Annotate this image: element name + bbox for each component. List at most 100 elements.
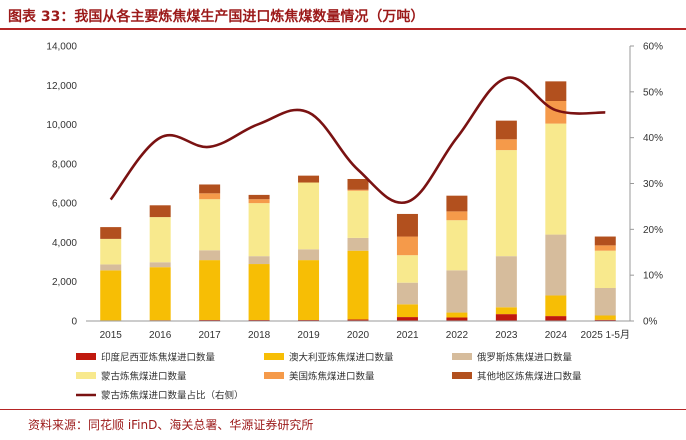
bar-segment <box>149 205 171 218</box>
bar-segment <box>199 184 221 194</box>
right-tick-label: 10% <box>643 271 663 282</box>
legend-swatch <box>452 372 472 379</box>
bar-segment <box>396 282 418 305</box>
legend-label: 美国炼焦煤进口数量 <box>289 371 375 383</box>
bar-segment <box>199 260 221 321</box>
left-tick-label: 8,000 <box>52 159 77 170</box>
bar-segment <box>347 190 369 238</box>
bar-segment <box>298 260 320 321</box>
bar-segment <box>495 314 517 321</box>
left-tick-label: 2,000 <box>52 277 77 288</box>
bar-segment <box>248 256 270 265</box>
right-tick-label: 60% <box>643 42 663 53</box>
legend-swatch <box>264 353 284 360</box>
left-tick-label: 10,000 <box>46 120 77 131</box>
bar-segment <box>594 288 616 316</box>
bar-segment <box>446 220 468 271</box>
x-tick-label: 2020 <box>347 330 370 341</box>
bar-segment <box>347 319 369 321</box>
x-tick-label: 2017 <box>199 330 222 341</box>
bar-segment <box>545 81 567 101</box>
source-note: 资料来源：同花顺 iFinD、海关总署、华源证券研究所 <box>28 418 314 432</box>
right-tick-label: 50% <box>643 87 663 98</box>
left-tick-label: 0 <box>71 317 77 328</box>
x-tick-label: 2022 <box>446 330 469 341</box>
bar-segment <box>100 227 122 239</box>
share-line <box>109 76 606 205</box>
x-tick-label: 2015 <box>100 330 123 341</box>
bar-segment <box>446 317 468 321</box>
legend-swatch <box>76 372 96 379</box>
bar-segment <box>149 217 171 263</box>
bar-segment <box>248 203 270 257</box>
bar-segment <box>347 237 369 251</box>
left-tick-label: 12,000 <box>46 81 77 92</box>
x-tick-label: 2025 1-5月 <box>581 329 630 341</box>
bar-segment <box>396 255 418 283</box>
x-tick-label: 2019 <box>297 330 320 341</box>
right-tick-label: 20% <box>643 225 663 236</box>
bar-segment <box>248 264 270 321</box>
right-tick-label: 0% <box>643 317 658 328</box>
legend-swatch <box>264 372 284 379</box>
bar-segment <box>396 317 418 321</box>
bar-segment <box>298 182 320 250</box>
bar-segment <box>149 267 171 321</box>
left-tick-label: 14,000 <box>46 42 77 53</box>
bar-segment <box>248 194 270 200</box>
legend-label: 蒙古炼焦煤进口数量 <box>101 371 187 383</box>
bar-segment <box>495 256 517 308</box>
bar-segment <box>594 250 616 288</box>
left-tick-label: 4,000 <box>52 238 77 249</box>
source-divider <box>0 409 686 410</box>
bar-segment <box>396 213 418 237</box>
bar-segment <box>199 250 221 261</box>
bar-segment <box>199 193 221 200</box>
bar-segment <box>347 189 369 191</box>
bar-segment <box>495 307 517 315</box>
bar-segment <box>446 211 468 221</box>
x-tick-label: 2018 <box>248 330 271 341</box>
bar-segment <box>347 178 369 190</box>
bar-segment <box>100 270 122 321</box>
title-divider <box>0 28 686 30</box>
bar-segment <box>545 316 567 321</box>
bar-segment <box>495 150 517 257</box>
right-tick-label: 30% <box>643 179 663 190</box>
bar-segment <box>594 236 616 246</box>
bar-segment <box>495 120 517 140</box>
bar-segment <box>100 238 122 265</box>
bar-segment <box>446 270 468 313</box>
bar-segment <box>446 195 468 212</box>
legend-label: 澳大利亚炼焦煤进口数量 <box>289 352 394 364</box>
bar-segment <box>396 236 418 256</box>
bar-segment <box>545 123 567 235</box>
bar-segment <box>347 250 369 320</box>
bar-segment <box>594 245 616 251</box>
x-tick-label: 2016 <box>149 330 172 341</box>
bar-segment <box>545 295 567 317</box>
bar-segment <box>100 264 122 271</box>
bar-segment <box>446 312 468 318</box>
left-tick-label: 6,000 <box>52 199 77 210</box>
bar-segment <box>149 262 171 268</box>
legend-swatch <box>76 353 96 360</box>
bar-segment <box>545 234 567 296</box>
bar-segment <box>396 304 418 318</box>
bar-segment <box>495 139 517 151</box>
legend-label: 印度尼西亚炼焦煤进口数量 <box>101 352 216 364</box>
chart-title: 图表 33：我国从各主要炼焦煤生产国进口炼焦煤数量情况（万吨） <box>8 9 425 25</box>
legend-label: 蒙古炼焦煤进口数量占比（右侧） <box>101 390 244 402</box>
bar-segment <box>199 199 221 251</box>
bar-segment <box>298 249 320 261</box>
legend-swatch <box>452 353 472 360</box>
x-tick-label: 2021 <box>396 330 419 341</box>
bar-segment <box>248 199 270 204</box>
bar-segment <box>594 319 616 321</box>
bar-segment <box>594 315 616 320</box>
right-tick-label: 40% <box>643 133 663 144</box>
x-tick-label: 2023 <box>495 330 518 341</box>
legend-label: 其他地区炼焦煤进口数量 <box>477 371 582 383</box>
bar-segment <box>298 175 320 183</box>
